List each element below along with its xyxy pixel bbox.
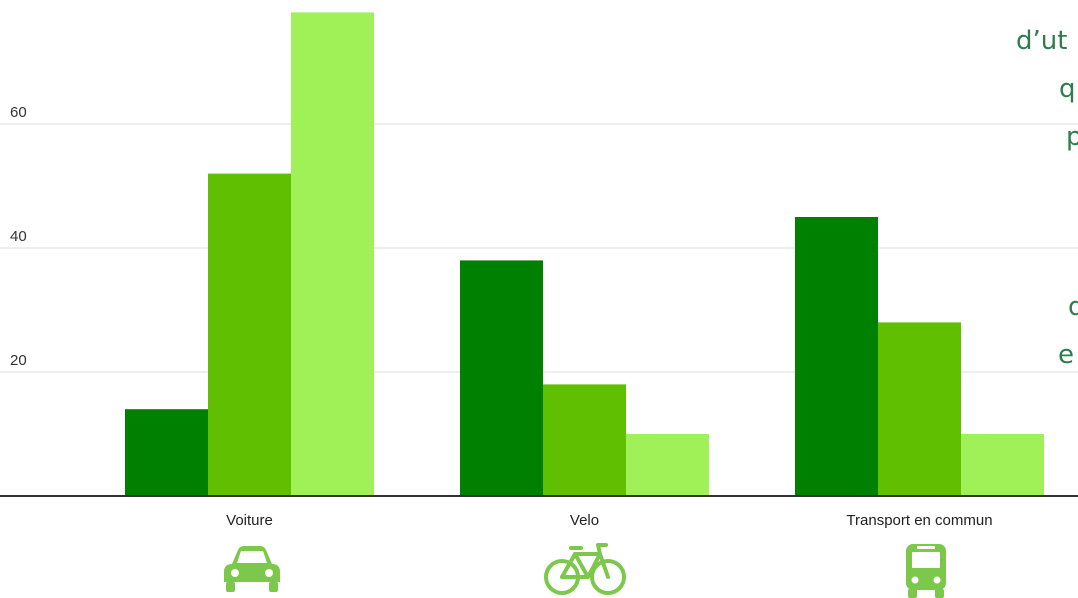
y-tick-labels: 20 40 60 bbox=[10, 104, 27, 369]
bar bbox=[878, 322, 961, 496]
side-text-fragment: d’ut bbox=[1016, 26, 1068, 56]
bicycle-icon bbox=[544, 543, 626, 595]
side-text-fragment: e bbox=[1058, 340, 1074, 370]
bars-layer bbox=[125, 12, 1044, 497]
side-text-fragment: d bbox=[1068, 292, 1078, 322]
category-label: Velo bbox=[570, 512, 599, 529]
bus-icon bbox=[906, 544, 946, 598]
car-icon bbox=[224, 546, 280, 592]
bar bbox=[543, 384, 626, 496]
bar bbox=[291, 12, 374, 497]
y-tick-label: 20 bbox=[10, 352, 27, 369]
bar bbox=[460, 260, 543, 496]
category-labels: Voiture Velo Transport en commun bbox=[226, 512, 992, 529]
side-text-fragment: p bbox=[1066, 122, 1078, 152]
y-tick-label: 40 bbox=[10, 228, 27, 245]
category-label: Transport en commun bbox=[846, 512, 992, 529]
side-text-fragment: q bbox=[1059, 74, 1076, 104]
bar bbox=[961, 434, 1044, 496]
y-tick-label: 60 bbox=[10, 104, 27, 121]
bar bbox=[208, 173, 291, 496]
bar bbox=[626, 434, 709, 496]
bar bbox=[125, 409, 208, 496]
bar bbox=[795, 217, 878, 496]
category-label: Voiture bbox=[226, 512, 273, 529]
